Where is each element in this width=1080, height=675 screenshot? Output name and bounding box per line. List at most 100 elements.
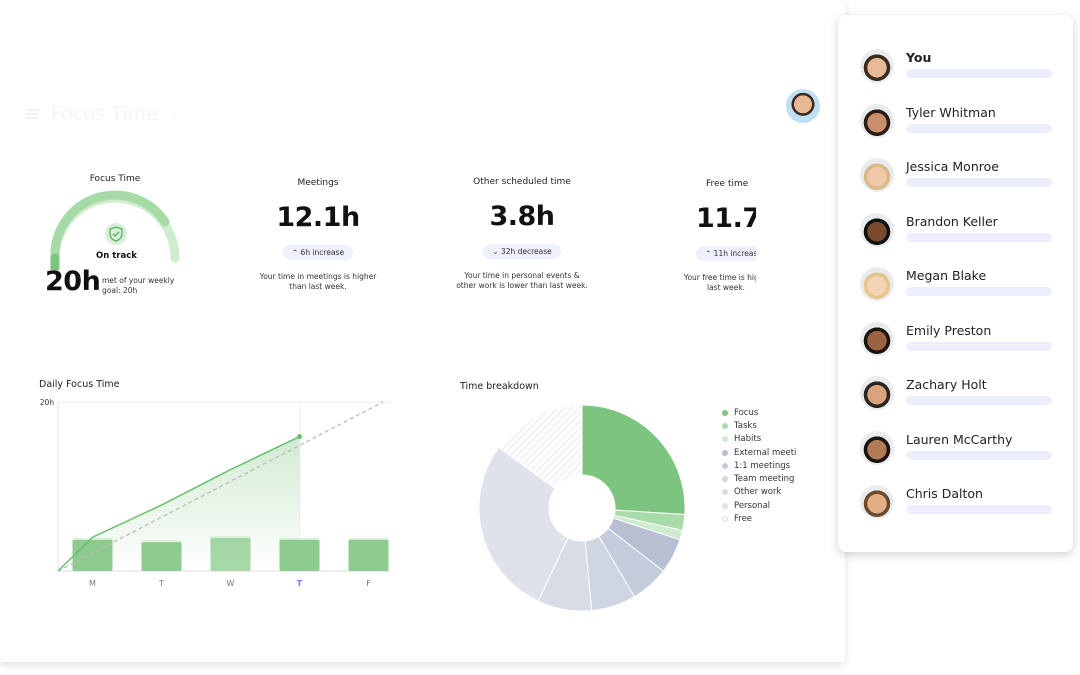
x-tick-label: F <box>366 579 371 588</box>
stat-value: 11.7h <box>696 203 756 234</box>
change-badge: ⌃ 11h increase <box>696 246 756 261</box>
legend-swatch <box>722 476 728 483</box>
pie-legend: Focus Tasks Habits External meeti 1:1 meetin… <box>722 406 796 526</box>
legend-swatch <box>722 409 728 416</box>
focus-value: 20h <box>45 266 101 297</box>
person-item[interactable]: Chris Dalton <box>860 485 1060 525</box>
focus-note: met of your weekly goal: 20h <box>102 276 175 295</box>
meetings-card: Meetings 12.1h ⌃ 6h increase Your time i… <box>223 178 413 292</box>
person-availability-bar <box>906 396 1052 405</box>
person-item[interactable]: Lauren McCarthy <box>860 430 1060 471</box>
person-availability-bar <box>906 505 1052 514</box>
person-availability-bar <box>906 287 1052 296</box>
y-tick-label: 20h <box>40 398 55 407</box>
daily-focus-title: Daily Focus Time <box>39 379 120 390</box>
avatar <box>860 267 894 301</box>
legend-item: External meeti <box>722 446 796 459</box>
time-breakdown-title: Time breakdown <box>460 381 539 392</box>
stat-title: Other scheduled time <box>473 177 571 187</box>
legend-swatch <box>722 516 728 523</box>
avatar <box>860 485 894 519</box>
legend-swatch <box>722 489 728 496</box>
pie-slice-other-work[interactable] <box>537 537 593 612</box>
pie-slice-personal[interactable] <box>478 446 569 602</box>
focus-gauge <box>50 190 180 270</box>
legend-label: Other work <box>734 487 782 498</box>
legend-swatch <box>722 502 728 509</box>
legend-item: Other work <box>722 486 796 499</box>
focus-status: On track <box>96 251 137 261</box>
free-time-card: Free time 11.7h ⌃ 11h increase Your free… <box>636 179 756 293</box>
person-name: Megan Blake <box>906 268 987 283</box>
page-title: Focus Time <box>51 103 158 125</box>
person-availability-bar <box>906 178 1052 187</box>
person-availability-bar <box>906 69 1052 78</box>
legend-label: Personal <box>734 500 771 511</box>
bar <box>348 539 389 571</box>
x-tick-label: T <box>297 579 303 588</box>
pie-slice-free[interactable] <box>497 404 583 490</box>
person-item[interactable]: Megan Blake <box>860 267 1060 307</box>
person-item[interactable]: Emily Preston <box>860 321 1060 362</box>
avatar <box>860 212 894 247</box>
avatar <box>860 376 894 410</box>
legend-label: Habits <box>734 434 762 445</box>
legend-swatch <box>722 436 728 443</box>
person-availability-bar <box>906 341 1052 351</box>
focus-title: Focus Time <box>89 174 141 184</box>
cumulative-line <box>57 435 300 572</box>
legend-label: Free <box>734 514 753 525</box>
avatar <box>860 321 894 356</box>
x-tick-label: T <box>158 579 164 588</box>
person-name: You <box>906 50 932 65</box>
legend-label: Team meeting <box>734 474 795 485</box>
change-badge: ⌄ 32h decrease <box>483 244 561 259</box>
time-breakdown-chart <box>478 404 686 612</box>
pie-slice-focus[interactable] <box>581 404 686 515</box>
legend-swatch <box>722 422 728 429</box>
person-item[interactable]: Tyler Whitman <box>860 103 1060 144</box>
people-panel: You Tyler Whitman Jessica Monroe Brandon… <box>838 15 1073 552</box>
person-name: Emily Preston <box>906 322 992 338</box>
change-badge: ⌃ 6h increase <box>282 245 354 260</box>
chevron-down-icon[interactable]: ⌄ <box>169 107 180 121</box>
x-tick-label: M <box>89 579 96 588</box>
legend-label: 1:1 meetings <box>734 460 791 471</box>
user-avatar[interactable] <box>786 89 820 123</box>
goal-line <box>57 401 384 572</box>
legend-label: Tasks <box>734 420 757 431</box>
legend-item: Tasks <box>722 419 796 432</box>
header: Focus Time ⌄ <box>26 103 179 125</box>
person-name: Brandon Keller <box>906 213 998 229</box>
person-item[interactable]: You <box>860 49 1060 89</box>
person-item[interactable]: Zachary Holt <box>860 376 1060 416</box>
avatar <box>860 49 894 83</box>
legend-swatch <box>722 462 728 469</box>
hamburger-icon[interactable] <box>26 109 39 119</box>
x-tick-label: W <box>227 579 235 588</box>
focus-card: Focus Time <box>20 174 210 184</box>
person-name: Zachary Holt <box>906 377 987 392</box>
legend-item: Habits <box>722 433 796 446</box>
legend-item: Personal <box>722 499 796 512</box>
stat-description: Your time in personal events & other wor… <box>456 271 588 290</box>
stat-value: 3.8h <box>489 201 555 232</box>
stat-title: Free time <box>706 179 749 189</box>
stat-description: Your time in meetings is higher than las… <box>259 272 377 291</box>
legend-item: Focus <box>722 406 796 419</box>
legend-label: Focus <box>734 407 759 418</box>
person-item[interactable]: Brandon Keller <box>860 212 1060 253</box>
person-item[interactable]: Jessica Monroe <box>860 158 1060 198</box>
person-availability-bar <box>906 450 1052 460</box>
legend-swatch <box>722 449 728 456</box>
person-name: Lauren McCarthy <box>906 431 1013 447</box>
legend-label: External meeti <box>734 447 797 458</box>
stat-description: Your free time is highe last week. <box>683 273 756 292</box>
avatar <box>860 158 894 192</box>
stat-value: 12.1h <box>276 202 360 233</box>
other-scheduled-card: Other scheduled time 3.8h ⌄ 32h decrease… <box>427 177 617 291</box>
person-name: Jessica Monroe <box>906 159 999 174</box>
person-availability-bar <box>906 232 1052 242</box>
avatar <box>860 103 894 138</box>
legend-item: 1:1 meetings <box>722 459 796 472</box>
